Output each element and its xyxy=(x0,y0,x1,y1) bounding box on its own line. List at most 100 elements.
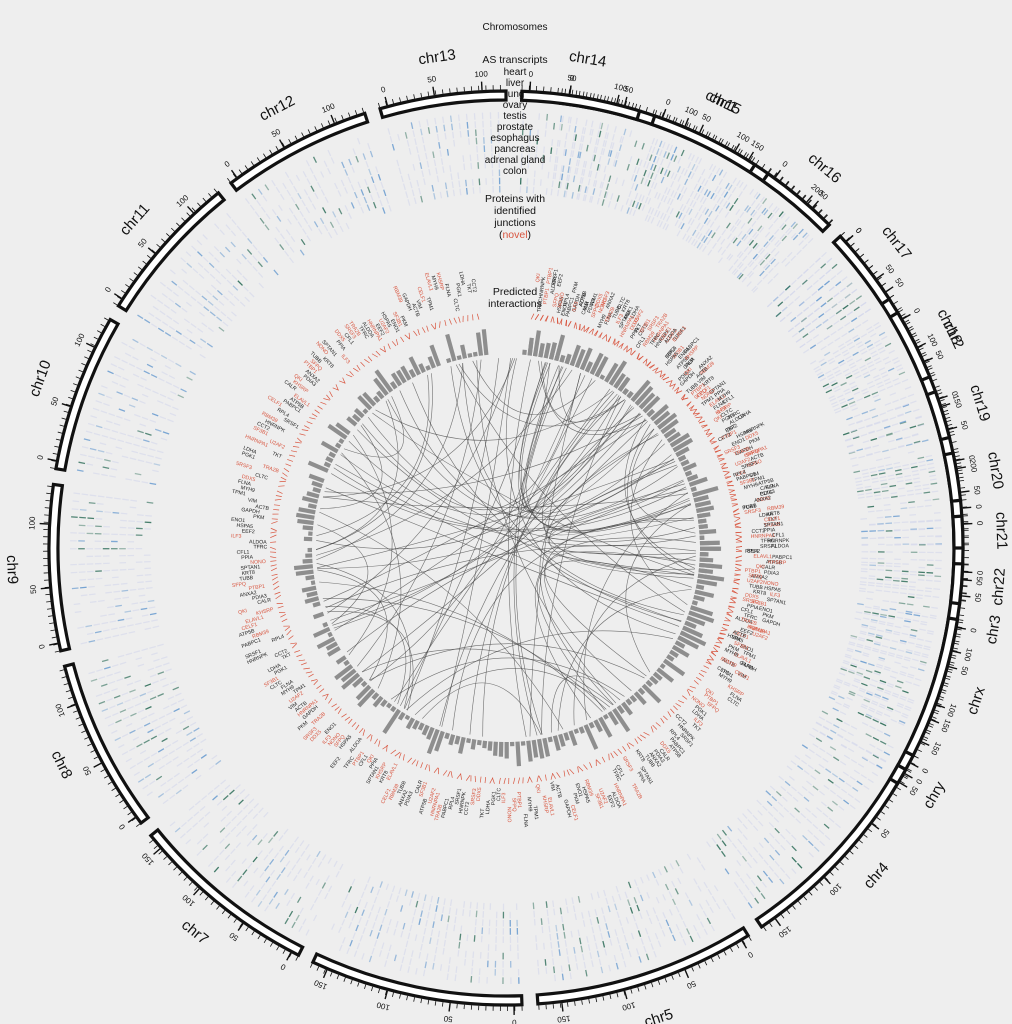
interaction-link xyxy=(322,358,516,498)
novel-protein-label: PTBP1 xyxy=(542,288,551,305)
heat-cell xyxy=(305,843,310,851)
heat-cell xyxy=(257,250,263,257)
minor-tick xyxy=(151,249,156,253)
heat-cell xyxy=(878,468,885,472)
heatmap-chr14 xyxy=(519,112,627,205)
heat-cell xyxy=(543,146,545,154)
heat-cell xyxy=(586,144,589,152)
heat-cell xyxy=(295,914,300,922)
heat-cell xyxy=(613,126,617,133)
heat-cell xyxy=(368,955,373,963)
heat-cell xyxy=(677,157,682,164)
heat-cell xyxy=(846,696,853,701)
heat-cell xyxy=(751,285,757,292)
tick-label: 100 xyxy=(962,647,974,663)
label-connector xyxy=(698,416,703,423)
heat-cell xyxy=(722,171,728,178)
heat-cell xyxy=(165,727,172,732)
heat-cell xyxy=(270,869,276,876)
minor-tick xyxy=(251,930,255,936)
major-tick xyxy=(322,969,328,979)
heat-cell xyxy=(878,656,886,660)
heat-cell xyxy=(145,580,153,583)
heat-cell xyxy=(101,708,109,712)
heat-cell xyxy=(835,701,842,706)
heat-cell xyxy=(770,236,776,243)
heat-cell xyxy=(777,301,784,307)
heat-cell xyxy=(889,608,897,611)
heat-cell xyxy=(241,231,248,238)
heat-cell xyxy=(685,197,691,205)
minor-tick xyxy=(245,926,249,932)
major-tick xyxy=(623,96,628,106)
heat-cell xyxy=(644,214,649,222)
novel-protein-label: ILF3 xyxy=(340,353,351,365)
label-connector xyxy=(292,643,298,649)
heatmap-chr12 xyxy=(244,137,392,264)
heat-cell xyxy=(742,255,748,262)
heat-cell xyxy=(657,193,661,200)
heat-cell xyxy=(173,772,180,778)
heat-cell xyxy=(119,709,127,713)
heat-cell xyxy=(706,238,712,246)
major-tick xyxy=(917,342,927,348)
heat-cell xyxy=(718,207,724,214)
heat-cell xyxy=(710,924,715,932)
protein-label: CCT2 xyxy=(717,432,732,444)
major-tick xyxy=(569,85,572,95)
heat-cell xyxy=(113,695,121,699)
heat-cell xyxy=(373,896,378,904)
heat-cell xyxy=(743,246,749,253)
heat-cell xyxy=(214,223,220,230)
heat-cell xyxy=(112,583,120,586)
minor-tick xyxy=(897,307,902,311)
label-connector xyxy=(583,326,590,332)
heat-cell xyxy=(803,796,810,802)
tick-label: 50 xyxy=(270,127,283,139)
heat-cell xyxy=(357,181,362,189)
heat-cell xyxy=(182,784,189,790)
heat-cell xyxy=(257,261,263,268)
label-connector xyxy=(289,454,296,457)
heat-cell xyxy=(571,142,574,149)
minor-tick xyxy=(675,117,678,123)
heat-cell xyxy=(829,789,837,795)
protein-label: ACTB xyxy=(410,303,421,319)
major-tick xyxy=(49,642,58,646)
heat-cell xyxy=(129,689,136,693)
heat-cell xyxy=(792,223,798,230)
junction-count-bar xyxy=(341,672,361,690)
heat-cell xyxy=(383,189,387,197)
heat-cell xyxy=(142,784,149,790)
heat-cell xyxy=(655,896,660,904)
heat-cell xyxy=(898,445,905,449)
label-connector xyxy=(623,345,628,351)
heat-cell xyxy=(283,828,289,835)
heat-cell xyxy=(265,876,271,883)
heat-cell xyxy=(802,834,808,841)
label-connector xyxy=(569,768,575,775)
heat-cell xyxy=(707,229,713,237)
novel-protein-label: TRA2B xyxy=(434,803,444,821)
heat-cell xyxy=(832,349,839,355)
junction-count-bar xyxy=(376,390,385,400)
protein-label: PPIA xyxy=(241,555,254,561)
heat-cell xyxy=(739,211,745,219)
label-connector xyxy=(703,665,710,669)
heat-cell xyxy=(865,733,872,738)
heat-cell xyxy=(377,173,382,181)
minor-tick xyxy=(922,738,928,742)
heat-cell xyxy=(210,284,217,290)
heat-cell xyxy=(369,150,374,158)
heat-cell xyxy=(875,589,883,592)
protein-label: TKT xyxy=(271,451,283,461)
heat-cell xyxy=(836,794,843,800)
label-connector xyxy=(588,328,594,334)
heat-cell xyxy=(867,363,875,368)
label-connector xyxy=(356,364,361,371)
heat-cell xyxy=(869,367,877,372)
heat-cell xyxy=(703,217,709,224)
tick-label: 0 xyxy=(35,454,45,461)
heat-cell xyxy=(641,142,645,150)
